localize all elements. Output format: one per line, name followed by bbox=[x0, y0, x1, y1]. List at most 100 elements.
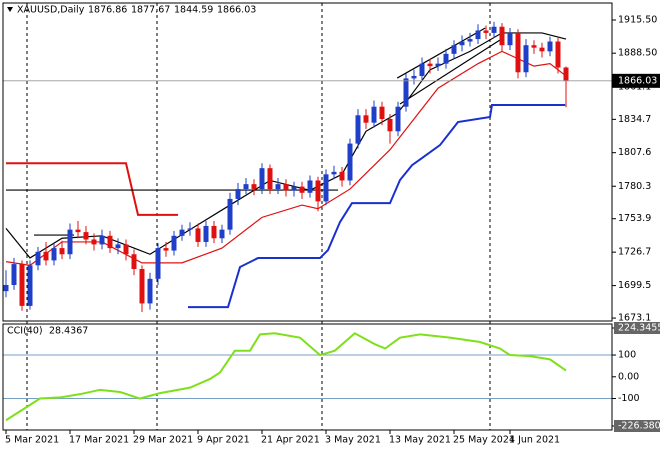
candle-body bbox=[499, 26, 505, 46]
x-tick-label: 4 Jun 2021 bbox=[509, 435, 560, 446]
candle-body bbox=[555, 41, 561, 68]
candle-body bbox=[131, 254, 137, 270]
candle-body bbox=[387, 118, 393, 132]
price-frame bbox=[2, 2, 613, 322]
candle-body bbox=[275, 184, 281, 190]
candle-body bbox=[259, 168, 265, 190]
cci-line bbox=[5, 332, 567, 422]
candle-body bbox=[411, 75, 417, 79]
candle-body bbox=[467, 39, 473, 42]
candle-body bbox=[299, 186, 305, 193]
y-tick-label: 1673.1 bbox=[618, 313, 651, 324]
candle-body bbox=[267, 168, 273, 190]
candle-body bbox=[531, 45, 537, 48]
candle-body bbox=[523, 45, 529, 73]
candle-body bbox=[11, 264, 17, 285]
current-price-box bbox=[612, 73, 660, 88]
candle-body bbox=[107, 235, 113, 249]
candle-body bbox=[163, 248, 169, 251]
ohlc-close: 1866.03 bbox=[217, 5, 256, 16]
ohlc-low: 1844.59 bbox=[174, 5, 213, 16]
candle-body bbox=[147, 278, 153, 304]
candle-body bbox=[171, 235, 177, 251]
candle-body bbox=[243, 184, 249, 190]
candle-body bbox=[491, 26, 497, 33]
candle-body bbox=[315, 180, 321, 202]
candle-body bbox=[75, 229, 81, 233]
candle-body bbox=[507, 32, 513, 46]
candle-body bbox=[35, 251, 41, 266]
cci-title: CCI(40) bbox=[7, 326, 43, 337]
candle-body bbox=[459, 41, 465, 46]
candle-body bbox=[547, 41, 553, 52]
candle-body bbox=[323, 174, 329, 202]
ohlc-open: 1876.86 bbox=[88, 5, 127, 16]
current-price-label: 1866.03 bbox=[618, 75, 657, 86]
candle-body bbox=[123, 244, 129, 255]
candle-body bbox=[67, 229, 73, 255]
indicator-line bbox=[6, 162, 178, 216]
candle-body bbox=[427, 63, 433, 67]
candle-body bbox=[563, 67, 569, 81]
candle-body bbox=[363, 115, 369, 123]
y-tick-label: 1726.7 bbox=[618, 247, 651, 258]
candle-body bbox=[187, 228, 193, 230]
candle-body bbox=[251, 184, 257, 190]
candle-body bbox=[179, 229, 185, 236]
y-tick-label: 1888.50 bbox=[618, 48, 657, 59]
candle-body bbox=[355, 115, 361, 144]
y-tick-label: 1834.7 bbox=[618, 114, 651, 125]
y-tick-label-box bbox=[614, 322, 660, 334]
candle-body bbox=[307, 180, 313, 193]
y-tick-label: 1807.6 bbox=[618, 147, 651, 158]
x-tick-label: 29 Mar 2021 bbox=[133, 435, 193, 446]
x-tick-label: 25 May 2021 bbox=[453, 435, 515, 446]
y-tick-label: 1699.5 bbox=[618, 280, 651, 291]
candle-body bbox=[339, 171, 345, 181]
plot-layer bbox=[3, 21, 612, 422]
candle-body bbox=[347, 143, 353, 181]
candle-body bbox=[443, 53, 449, 64]
candle-body bbox=[219, 229, 225, 239]
candle-body bbox=[51, 248, 57, 261]
y-tick-label: 1780.3 bbox=[618, 181, 651, 192]
candle-body bbox=[451, 45, 457, 54]
y-tick-label: -100 bbox=[618, 393, 640, 404]
candle-body bbox=[91, 239, 97, 245]
indicator-line bbox=[188, 103, 566, 309]
x-tick-label: 17 Mar 2021 bbox=[69, 435, 129, 446]
candle-body bbox=[83, 232, 89, 240]
y-tick-label: 100 bbox=[618, 350, 636, 361]
candle-body bbox=[59, 248, 65, 255]
candle-body bbox=[395, 106, 401, 132]
candle-body bbox=[403, 78, 409, 107]
candle-body bbox=[155, 248, 161, 279]
candle-body bbox=[195, 228, 201, 242]
candle-body bbox=[291, 186, 297, 191]
indicator-line bbox=[396, 27, 486, 79]
x-tick-label: 3 May 2021 bbox=[325, 435, 381, 446]
candle-body bbox=[203, 225, 209, 242]
y-tick-label-box bbox=[614, 420, 660, 432]
candle-body bbox=[483, 30, 489, 33]
x-tick-label: 9 Apr 2021 bbox=[197, 435, 250, 446]
candle-body bbox=[419, 63, 425, 76]
candle-body bbox=[19, 264, 25, 306]
candle-body bbox=[515, 32, 521, 73]
candle-body bbox=[235, 189, 241, 199]
candle-body bbox=[99, 235, 105, 245]
indicator-line bbox=[399, 39, 501, 105]
y-tick-label: 0.00 bbox=[618, 371, 639, 382]
candle-body bbox=[379, 106, 385, 119]
ohlc-high: 1877.67 bbox=[131, 5, 170, 16]
cci-value: 28.4367 bbox=[49, 326, 88, 337]
symbol-title: XAUUSD,Daily bbox=[17, 5, 85, 16]
candle-body bbox=[331, 171, 337, 175]
y-tick-label: 1915.50 bbox=[618, 15, 657, 26]
x-tick-label: 5 Mar 2021 bbox=[5, 435, 59, 446]
collapse-icon[interactable] bbox=[7, 7, 13, 12]
candle-body bbox=[371, 106, 377, 123]
candle-body bbox=[27, 265, 33, 306]
